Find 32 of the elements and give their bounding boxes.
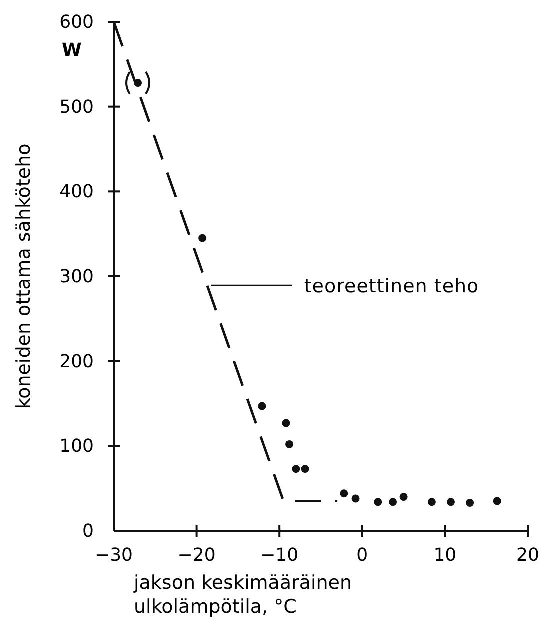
point <box>301 465 310 474</box>
point <box>258 402 266 410</box>
x-tick-label: −10 <box>260 545 299 566</box>
point <box>428 498 436 506</box>
text: W <box>62 40 82 61</box>
x-tick-label: −30 <box>95 545 133 566</box>
point <box>374 498 382 506</box>
y-tick-label: 100 <box>60 436 94 458</box>
point <box>466 499 474 508</box>
point <box>286 440 294 448</box>
x-tick-label: 0 <box>356 545 368 566</box>
legend-label: teoreettinen teho <box>304 276 480 298</box>
point <box>282 419 290 428</box>
y-tick-label: 500 <box>60 96 94 118</box>
x-tick-label: 20 <box>516 545 540 566</box>
y-tick-label: 400 <box>60 182 94 203</box>
point <box>389 498 398 506</box>
point <box>446 498 455 506</box>
y-axis-title: koneiden ottama sähköteho <box>13 144 35 410</box>
point <box>352 494 360 503</box>
point <box>493 497 502 506</box>
x-tick-label: 10 <box>434 545 457 566</box>
point <box>400 493 408 502</box>
y-tick-label: 0 <box>82 521 94 542</box>
point <box>292 465 300 474</box>
y-tick-label: 600 <box>60 12 94 33</box>
x-axis-title: jakson keskimääräinen ulkolämpötila, °C <box>133 572 352 618</box>
point <box>340 490 348 498</box>
y-tick-label: 200 <box>60 351 94 372</box>
point <box>198 234 207 242</box>
x-tick-label: −20 <box>178 545 216 566</box>
y-tick-label: 300 <box>60 266 94 288</box>
